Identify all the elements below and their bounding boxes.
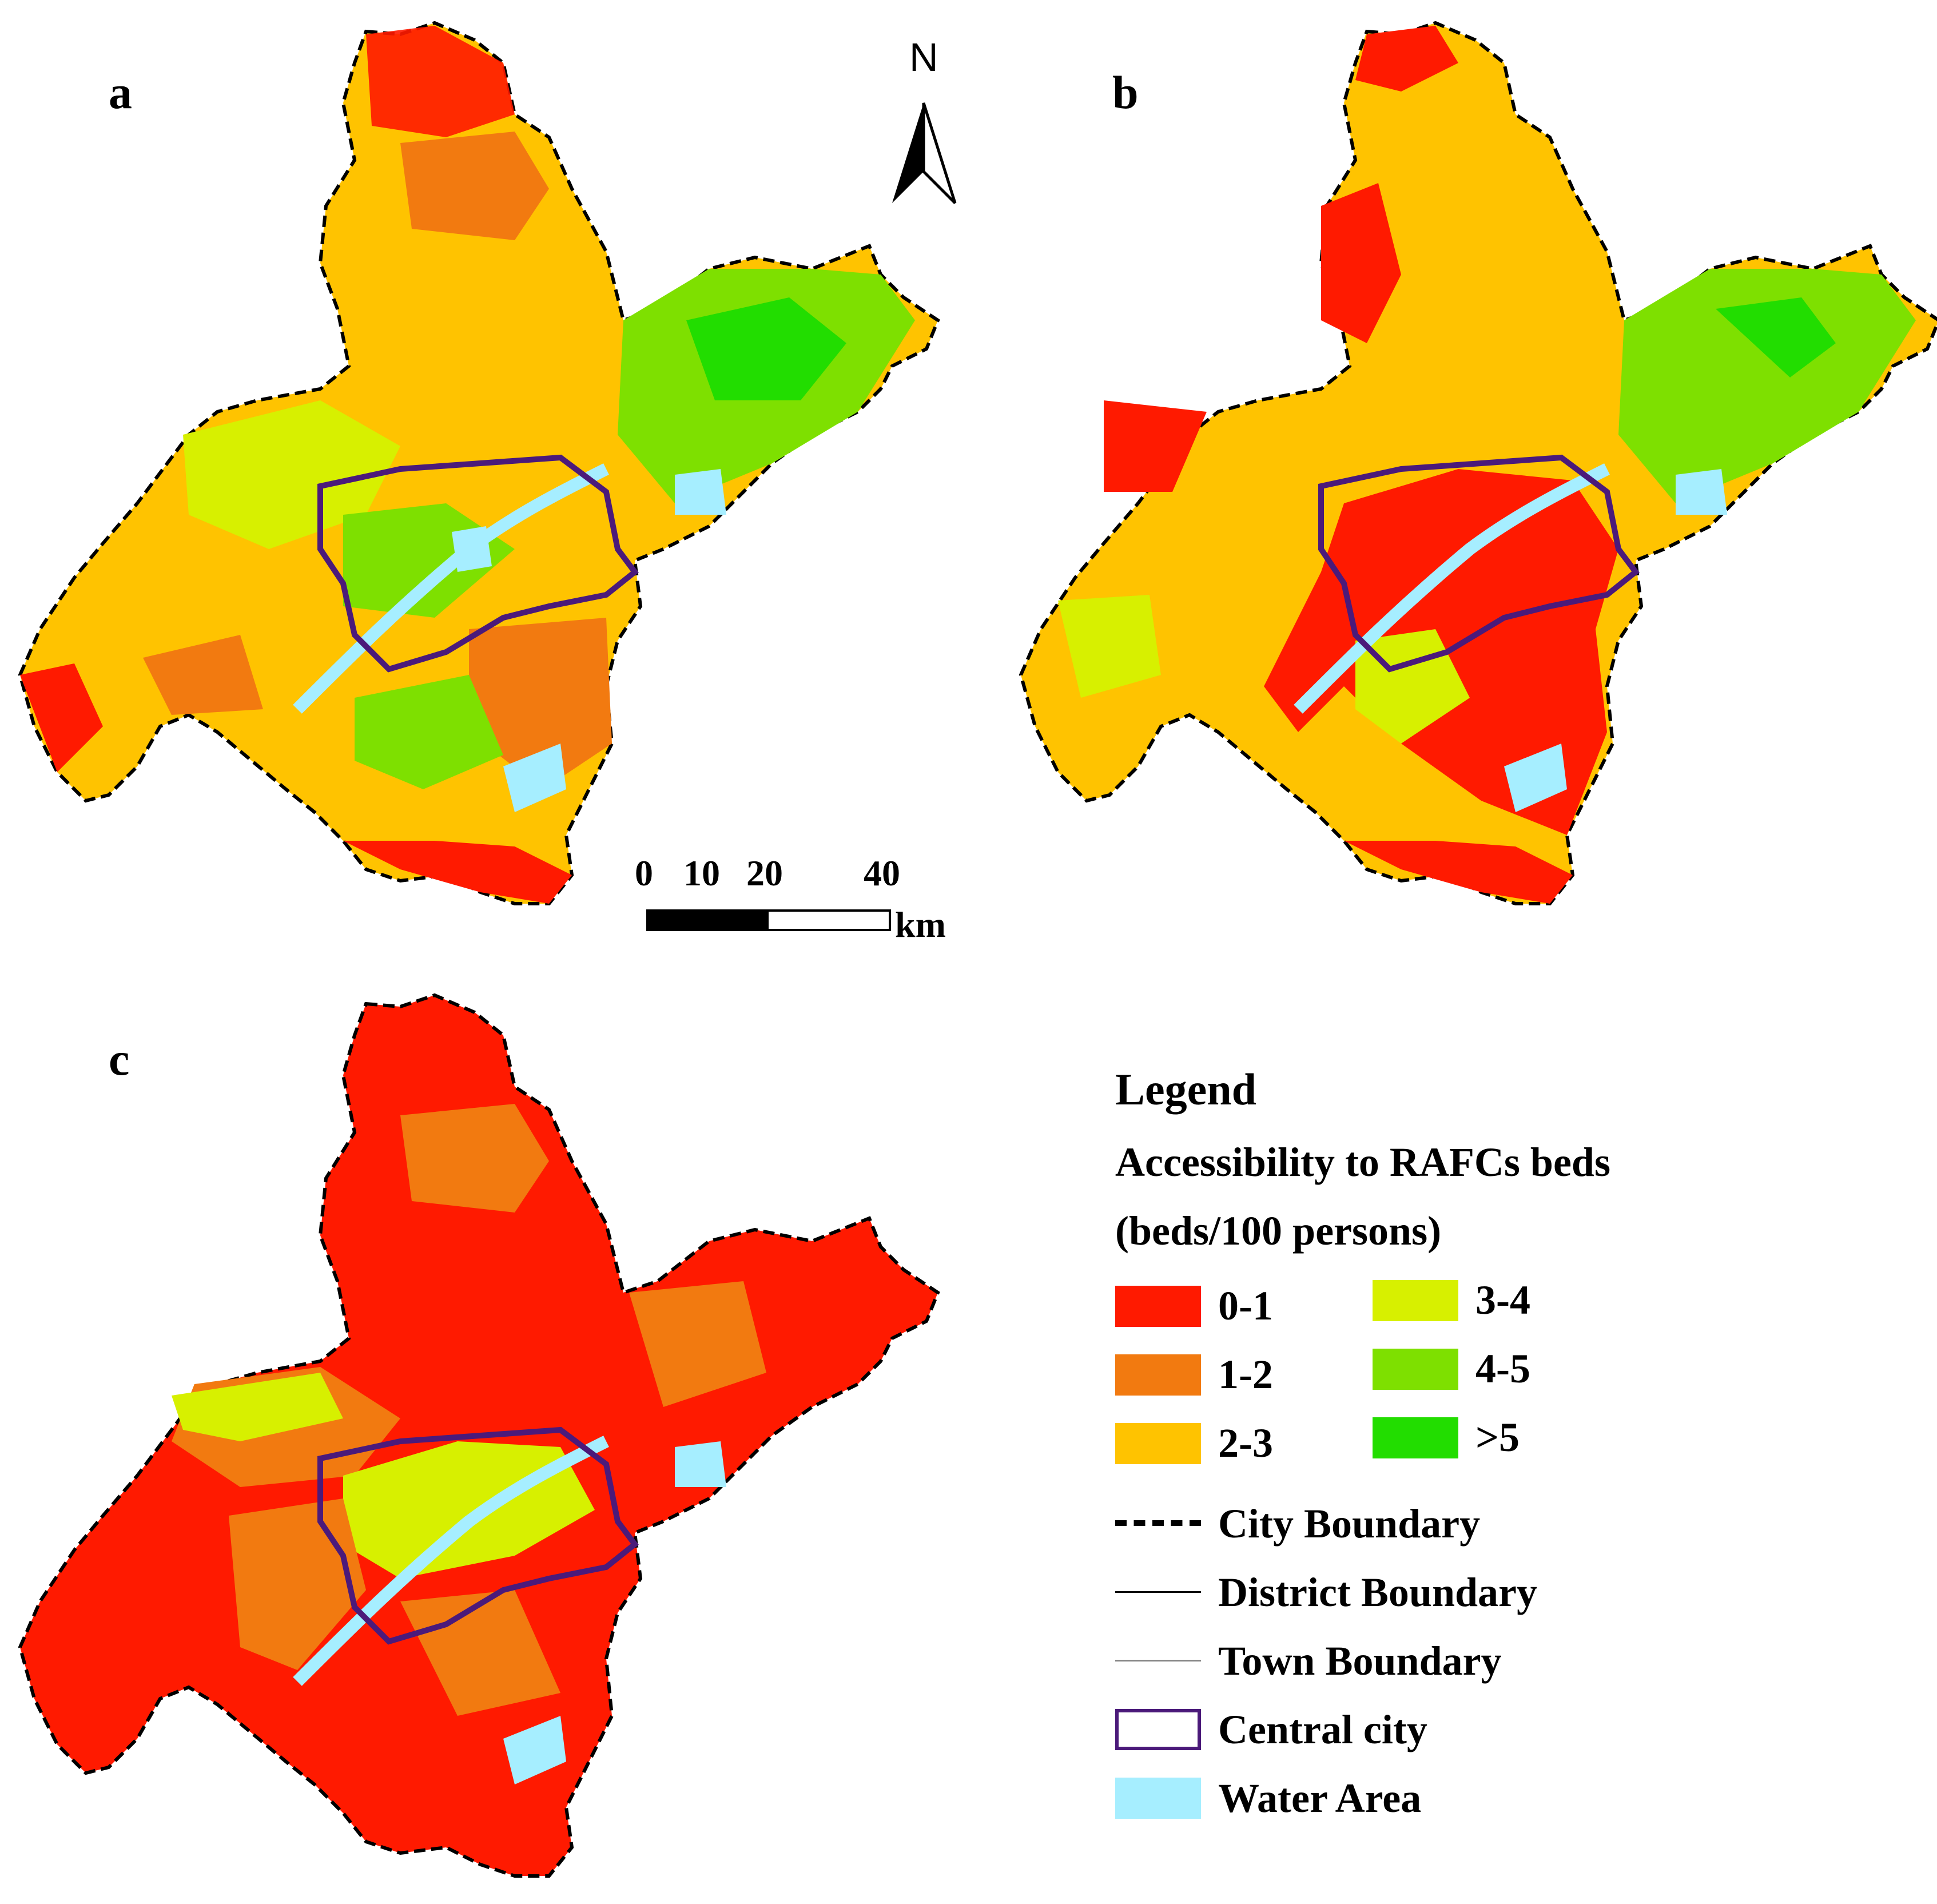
central-city-box-icon (1115, 1709, 1201, 1750)
map-panel-c (20, 995, 938, 1876)
water-swatch-icon (1115, 1778, 1201, 1819)
legend-class-label: 0-1 (1218, 1283, 1273, 1329)
north-label: N (909, 35, 938, 80)
scale-tick-40: 40 (864, 853, 900, 893)
legend-class-label: 4-5 (1475, 1346, 1530, 1392)
scale-bar-graphic (646, 909, 891, 931)
legend-district-boundary: District Boundary (1115, 1558, 1916, 1627)
panel-label-a: a (109, 66, 132, 118)
legend-town-boundary: Town Boundary (1115, 1627, 1916, 1695)
map-panel-b (1021, 23, 1937, 904)
swatch-2-3 (1115, 1422, 1201, 1464)
legend-line-label: City Boundary (1218, 1500, 1481, 1547)
dashed-line-icon (1115, 1503, 1201, 1544)
legend-class-label: >5 (1475, 1414, 1520, 1460)
legend-class-1-2: 1-2 (1115, 1351, 1273, 1398)
legend-class-gt5: >5 (1373, 1414, 1520, 1461)
gray-line-icon (1115, 1640, 1201, 1682)
scale-tick-10: 10 (683, 853, 720, 893)
legend-class-2-3: 2-3 (1115, 1420, 1273, 1467)
legend-line-label: Central city (1218, 1706, 1427, 1752)
swatch-gt5 (1373, 1417, 1458, 1458)
legend-class-label: 3-4 (1475, 1277, 1530, 1323)
swatch-1-2 (1115, 1354, 1201, 1396)
legend-line-label: Water Area (1218, 1775, 1422, 1821)
scale-unit: km (895, 904, 946, 945)
legend-class-0-1: 0-1 (1115, 1282, 1273, 1330)
north-arrow-icon (892, 102, 957, 204)
swatch-3-4 (1373, 1279, 1458, 1321)
legend-subtitle-2: (beds/100 persons) (1115, 1208, 1442, 1254)
legend-class-label: 2-3 (1218, 1420, 1273, 1466)
legend-line-label: Town Boundary (1218, 1637, 1502, 1684)
legend-classes: 0-1 1-2 2-3 3-4 4-5 >5 (1115, 1277, 1916, 1489)
panel-label-c: c (109, 1033, 130, 1085)
scale-tick-0: 0 (635, 853, 653, 893)
legend-central-city: Central city (1115, 1695, 1916, 1764)
legend-subtitle-1: Accessibility to RAFCs beds (1115, 1139, 1610, 1185)
legend-line-label: District Boundary (1218, 1569, 1537, 1615)
thin-line-icon (1115, 1572, 1201, 1613)
legend-title: Legend (1115, 1064, 1257, 1114)
legend-water-area: Water Area (1115, 1764, 1916, 1833)
map-panel-a (20, 23, 938, 904)
swatch-0-1 (1115, 1285, 1201, 1327)
legend-class-3-4: 3-4 (1373, 1277, 1530, 1324)
legend-class-4-5: 4-5 (1373, 1345, 1530, 1393)
scale-tick-20: 20 (746, 853, 783, 893)
panel-label-b: b (1112, 66, 1139, 118)
legend: Legend Accessibility to RAFCs beds (beds… (1115, 1064, 1916, 1833)
legend-class-label: 1-2 (1218, 1352, 1273, 1397)
swatch-4-5 (1373, 1348, 1458, 1390)
legend-city-boundary: City Boundary (1115, 1489, 1916, 1558)
